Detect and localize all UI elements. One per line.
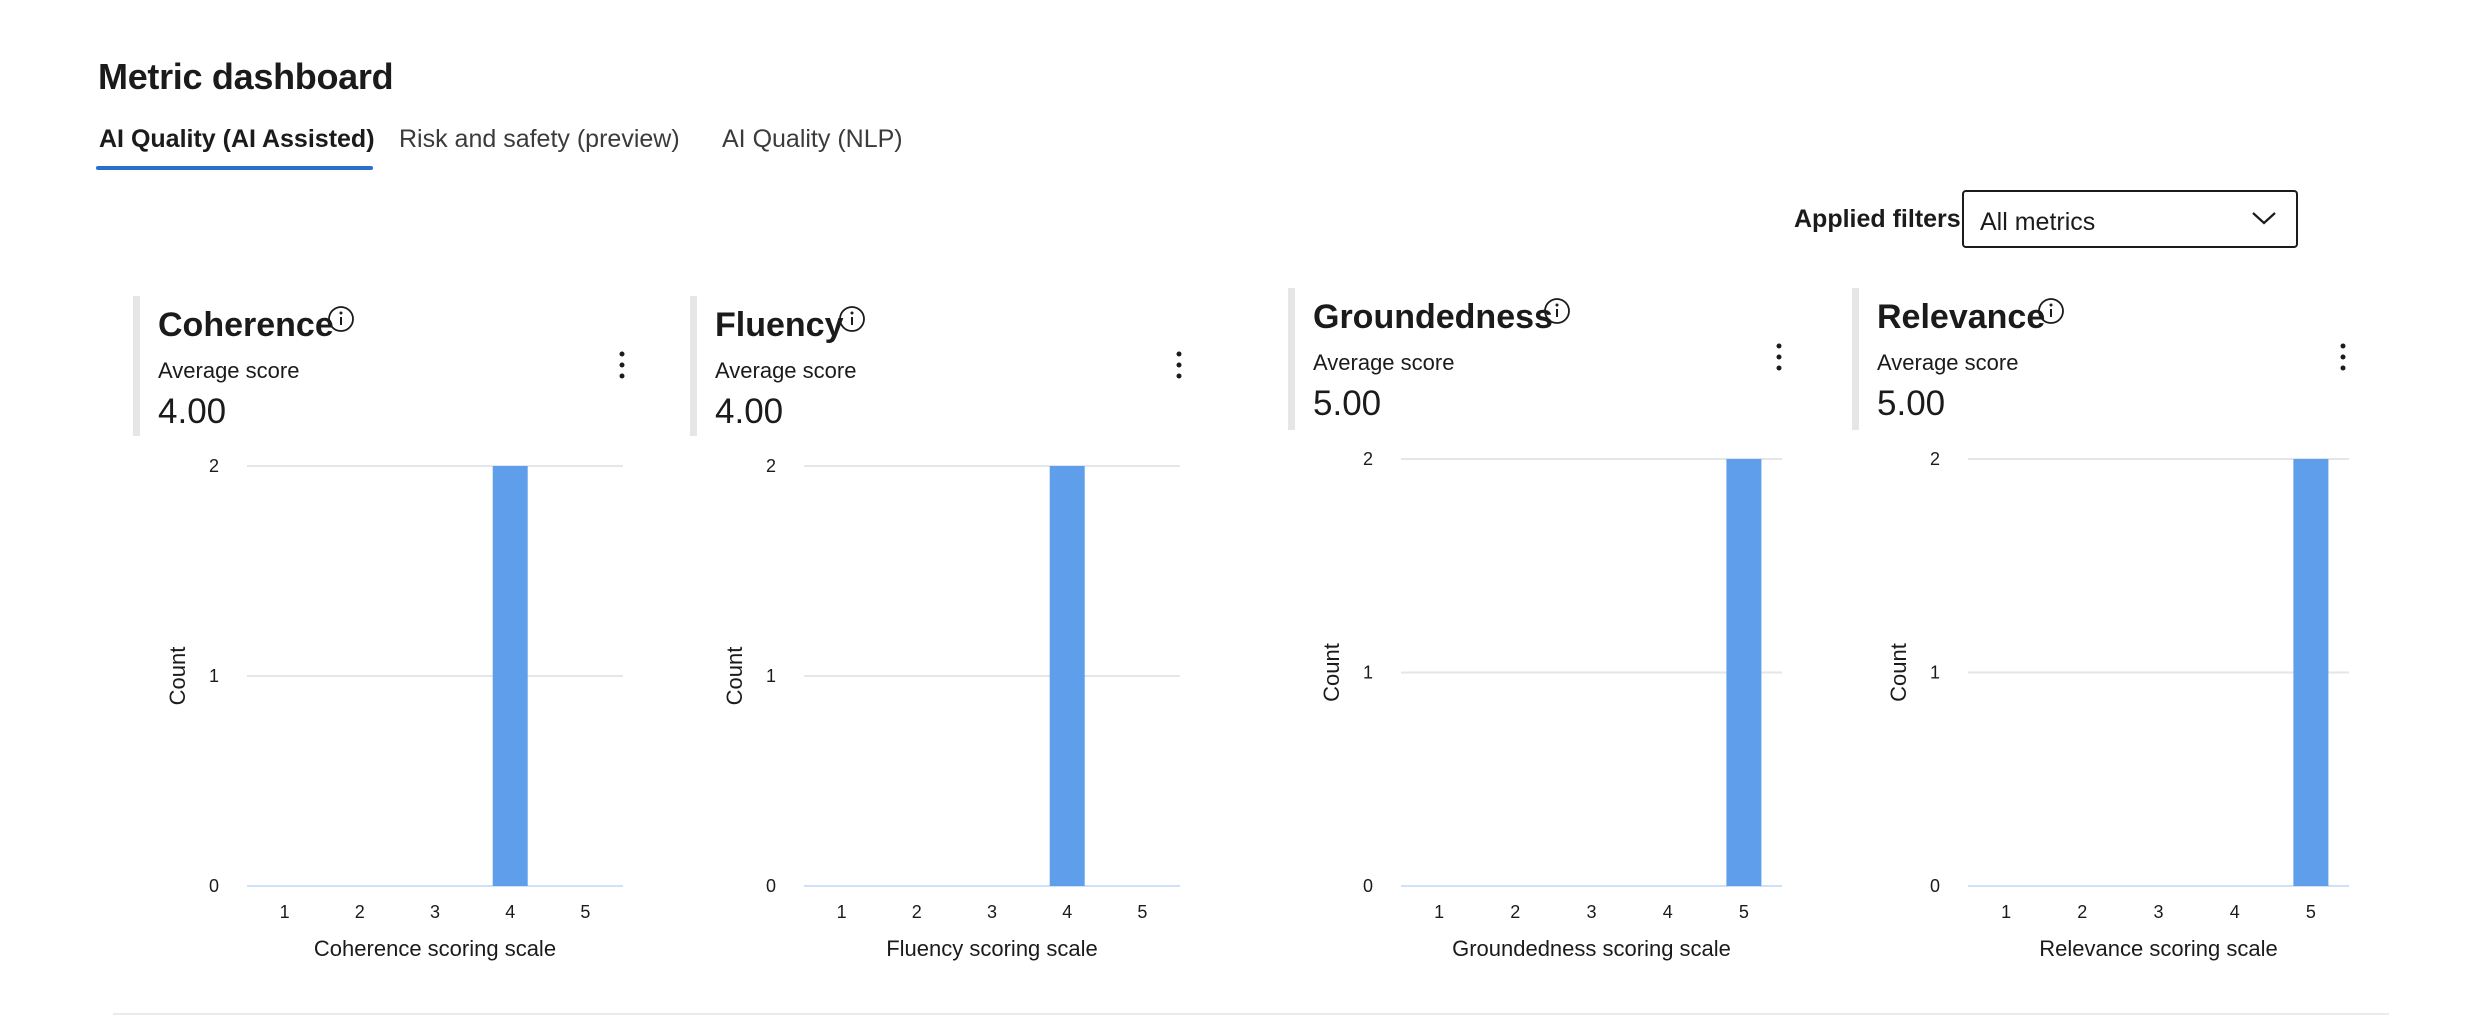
tab-risk-and-safety[interactable]: Risk and safety (preview)	[399, 125, 680, 153]
y-tick-label: 2	[766, 456, 776, 476]
x-tick-label: 5	[580, 902, 590, 922]
average-score-value: 4.00	[715, 392, 784, 431]
average-score-label: Average score	[1313, 350, 1455, 375]
x-tick-label: 3	[2153, 902, 2163, 922]
y-tick-label: 1	[209, 666, 219, 686]
info-icon[interactable]	[838, 305, 866, 333]
y-tick-label: 2	[1363, 449, 1373, 469]
average-score-label: Average score	[715, 358, 857, 383]
x-tick-label: 3	[987, 902, 997, 922]
average-score-value: 5.00	[1877, 384, 1946, 423]
average-score-label: Average score	[158, 358, 300, 383]
histogram-bar	[2293, 459, 2329, 886]
x-tick-label: 2	[1510, 902, 1520, 922]
histogram-chart: 0 1 2 1 2 3 4 5 Relevance scoring scale Count	[1886, 449, 2349, 961]
average-score-label: Average score	[1877, 350, 2019, 375]
card-accent-bar	[1852, 288, 1859, 430]
histogram-chart: 0 1 2 1 2 3 4 5 Coherence scoring scale Count	[165, 456, 623, 961]
y-tick-label: 1	[766, 666, 776, 686]
info-icon[interactable]	[327, 305, 355, 333]
metric-card-coherence: Coherence Average score 4.00 0 1 2 1 2 3 4 5 Coh…	[133, 296, 693, 996]
x-tick-label: 1	[1434, 902, 1444, 922]
card-accent-bar	[690, 296, 697, 436]
x-tick-label: 1	[837, 902, 847, 922]
average-score-value: 5.00	[1313, 384, 1382, 423]
x-tick-label: 4	[1663, 902, 1673, 922]
x-tick-label: 5	[2306, 902, 2316, 922]
y-axis-title: Count	[165, 647, 190, 706]
dropdown-selected-value: All metrics	[1980, 208, 2096, 236]
info-icon[interactable]	[1543, 297, 1571, 325]
histogram-bar	[1049, 466, 1085, 886]
chevron-down-icon	[2252, 212, 2276, 225]
x-axis-title: Relevance scoring scale	[2039, 936, 2277, 961]
x-tick-label: 4	[1062, 902, 1072, 922]
x-tick-label: 4	[2230, 902, 2240, 922]
tab-ai-quality-ai-assisted[interactable]: AI Quality (AI Assisted)	[99, 125, 375, 153]
x-tick-label: 2	[2077, 902, 2087, 922]
card-accent-bar	[1288, 288, 1295, 430]
metric-card-groundedness: Groundedness Average score 5.00 0 1 2 1 2 3 4 5…	[1288, 288, 1848, 988]
x-tick-label: 2	[355, 902, 365, 922]
x-axis-title: Fluency scoring scale	[886, 936, 1098, 961]
more-vertical-icon[interactable]	[2334, 338, 2352, 376]
histogram-bar	[1726, 459, 1762, 886]
x-tick-label: 5	[1739, 902, 1749, 922]
more-vertical-icon[interactable]	[613, 346, 631, 384]
y-axis-title: Count	[1319, 643, 1344, 702]
active-tab-indicator	[96, 166, 373, 170]
metric-card-fluency: Fluency Average score 4.00 0 1 2 1 2 3 4 5 Fluen…	[690, 296, 1250, 996]
histogram-bar	[492, 466, 528, 886]
x-axis-title: Coherence scoring scale	[314, 936, 556, 961]
more-vertical-icon[interactable]	[1770, 338, 1788, 376]
more-vertical-icon[interactable]	[1170, 346, 1188, 384]
x-tick-label: 3	[430, 902, 440, 922]
metric-title: Coherence	[158, 306, 334, 344]
x-tick-label: 3	[1586, 902, 1596, 922]
y-tick-label: 2	[209, 456, 219, 476]
y-tick-label: 0	[1363, 876, 1373, 896]
card-accent-bar	[133, 296, 140, 436]
x-tick-label: 2	[912, 902, 922, 922]
histogram-chart: 0 1 2 1 2 3 4 5 Groundedness scoring scale Count	[1319, 449, 1782, 961]
x-tick-label: 1	[280, 902, 290, 922]
metric-title: Fluency	[715, 306, 844, 344]
y-axis-title: Count	[722, 647, 747, 706]
y-tick-label: 2	[1930, 449, 1940, 469]
histogram-chart: 0 1 2 1 2 3 4 5 Fluency scoring scale Count	[722, 456, 1180, 961]
applied-filters-label: Applied filters	[1794, 205, 1961, 233]
average-score-value: 4.00	[158, 392, 227, 431]
x-axis-title: Groundedness scoring scale	[1452, 936, 1731, 961]
tab-ai-quality-nlp[interactable]: AI Quality (NLP)	[722, 125, 903, 153]
y-tick-label: 0	[209, 876, 219, 896]
x-tick-label: 5	[1137, 902, 1147, 922]
metric-title: Relevance	[1877, 298, 2046, 336]
y-tick-label: 0	[1930, 876, 1940, 896]
metrics-filter-dropdown[interactable]: All metrics	[1962, 190, 2298, 248]
y-tick-label: 1	[1363, 663, 1373, 683]
y-tick-label: 0	[766, 876, 776, 896]
info-icon[interactable]	[2037, 297, 2065, 325]
page-title: Metric dashboard	[98, 56, 394, 97]
section-divider	[113, 1013, 2389, 1015]
y-axis-title: Count	[1886, 643, 1911, 702]
x-tick-label: 1	[2001, 902, 2011, 922]
y-tick-label: 1	[1930, 663, 1940, 683]
x-tick-label: 4	[505, 902, 515, 922]
metric-title: Groundedness	[1313, 298, 1553, 336]
metric-card-relevance: Relevance Average score 5.00 0 1 2 1 2 3 4 5 Rel…	[1852, 288, 2412, 988]
